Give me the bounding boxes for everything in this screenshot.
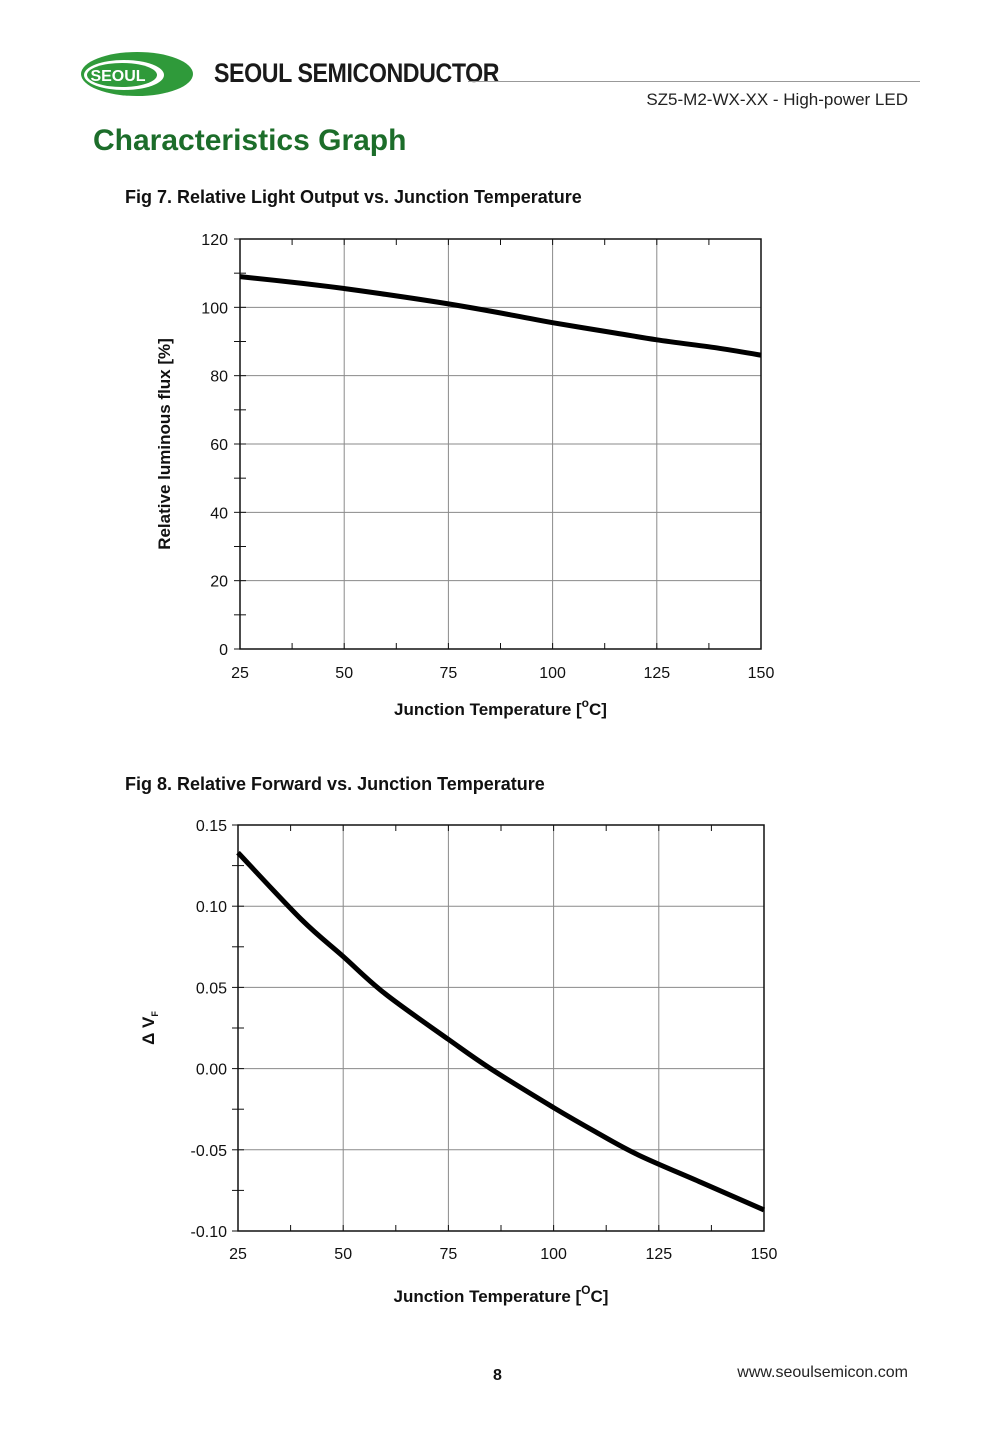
fig7-series-line: [239, 274, 762, 358]
footer-website: www.seoulsemicon.com: [737, 1364, 908, 1381]
x-tick-label: 100: [539, 665, 566, 682]
y-tick-label: 0: [219, 642, 228, 659]
x-tick-label: 50: [335, 665, 353, 682]
fig8-y-tick-labels: -0.10 -0.05 0.00 0.05 0.10 0.15: [191, 818, 228, 1241]
x-tick-label: 75: [440, 665, 458, 682]
fig7-grid: [239, 238, 762, 650]
y-tick-label: 0.10: [196, 899, 227, 916]
y-tick-label: 60: [210, 437, 228, 454]
x-tick-label: 100: [540, 1246, 567, 1263]
fig8-y-axis-label: Δ VF: [139, 1011, 160, 1045]
fig7-x-tick-labels: 25 50 75 100 125 150: [231, 665, 774, 682]
y-tick-label: 0.05: [196, 980, 227, 997]
x-tick-label: 75: [440, 1246, 458, 1263]
fig8-series-line: [236, 850, 766, 1213]
fig7-y-axis-label: Relative luminous flux [%]: [155, 338, 174, 550]
y-tick-label: 0.00: [196, 1062, 227, 1079]
y-tick-label: -0.10: [191, 1224, 228, 1241]
fig8-x-axis-label: Junction Temperature [OC]: [394, 1283, 609, 1306]
logo-inner-icon: [87, 63, 157, 87]
y-tick-label: 80: [210, 369, 228, 386]
x-tick-label: 150: [748, 665, 775, 682]
y-tick-label: 120: [201, 232, 228, 249]
fig8-title: Fig 8. Relative Forward vs. Junction Tem…: [125, 774, 545, 794]
fig7-y-tick-labels: 0 20 40 60 80 100 120: [201, 232, 228, 659]
fig7-chart: 25 50 75 100 125 150 0 20 40 60 80 100 120 Junction…: [155, 232, 774, 719]
logo-text: SEOUL: [90, 68, 145, 85]
fig8-plot-frame: [237, 824, 765, 1232]
fig7-title: Fig 7. Relative Light Output vs. Junctio…: [125, 187, 582, 207]
fig8-x-tick-labels: 25 50 75 100 125 150: [229, 1246, 777, 1263]
section-title: Characteristics Graph: [93, 124, 407, 157]
fig8-grid: [237, 824, 765, 1232]
fig8-minor-ticks: [232, 824, 765, 1232]
x-tick-label: 25: [229, 1246, 247, 1263]
seoul-logo: SEOUL: [81, 52, 193, 96]
document-subtitle: SZ5-M2-WX-XX - High-power LED: [646, 90, 908, 109]
y-tick-label: 100: [201, 300, 228, 317]
page-number: 8: [493, 1367, 502, 1384]
y-tick-label: 0.15: [196, 818, 227, 835]
header-divider: [468, 81, 920, 82]
x-tick-label: 125: [643, 665, 670, 682]
x-tick-label: 25: [231, 665, 249, 682]
y-tick-label: 20: [210, 574, 228, 591]
fig7-x-axis-label: Junction Temperature [oC]: [394, 696, 607, 719]
x-tick-label: 50: [334, 1246, 352, 1263]
fig7-plot-frame: [239, 238, 762, 650]
y-tick-label: 40: [210, 505, 228, 522]
y-tick-label: -0.05: [191, 1143, 228, 1160]
x-tick-label: 150: [751, 1246, 778, 1263]
x-tick-label: 125: [645, 1246, 672, 1263]
company-name: SEOUL SEMICONDUCTOR: [214, 58, 500, 88]
fig8-chart: 25 50 75 100 125 150 -0.10 -0.05 0.00 0.05 0.10 0.…: [139, 818, 777, 1306]
